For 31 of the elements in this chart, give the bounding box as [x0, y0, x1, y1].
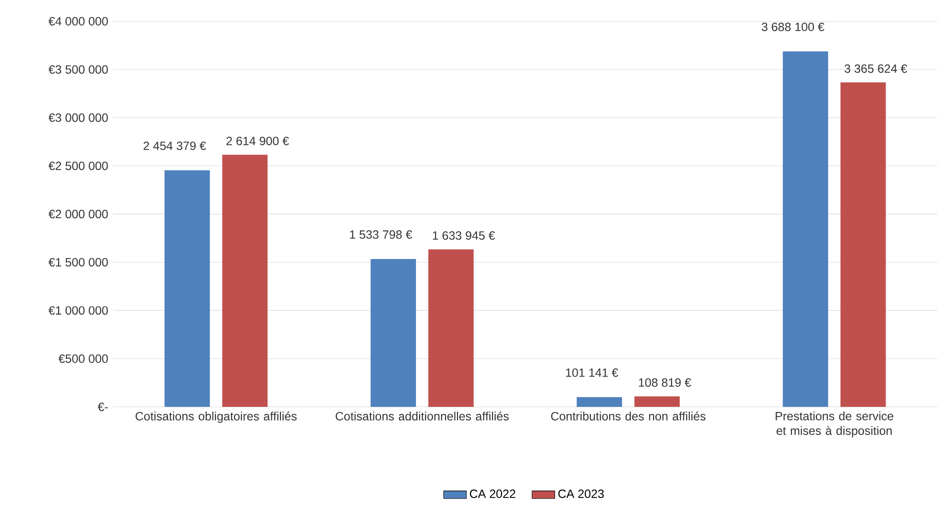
bar [576, 397, 622, 407]
bar [782, 51, 828, 407]
y-tick-label: €3 500 000 [48, 65, 108, 74]
data-label: 108 819 € [638, 378, 692, 387]
bar [370, 258, 416, 407]
x-tick-label: Contributions des non affiliés [551, 411, 706, 420]
bar [428, 249, 474, 407]
legend-label: CA 2023 [558, 489, 604, 498]
bar [634, 396, 680, 407]
x-tick-label: Prestations de service et mises à disposition [776, 411, 894, 438]
data-label: 1 633 945 € [432, 231, 496, 240]
bar [222, 154, 268, 407]
data-label: 2 614 900 € [226, 136, 289, 146]
bar [840, 82, 886, 407]
data-label: 1 533 798 € [350, 230, 412, 239]
y-tick-label: €500 000 [58, 354, 108, 363]
y-tick-label: €2 500 000 [48, 162, 108, 170]
y-tick-label: €1 500 000 [48, 258, 108, 266]
bar [164, 170, 210, 407]
y-tick-label: €3 000 000 [48, 113, 108, 122]
x-tick-label: Cotisations obligatoires affiliés [136, 411, 297, 423]
y-tick-label: €1 000 000 [48, 306, 108, 315]
y-tick-label: €2 000 000 [48, 210, 108, 218]
legend-label: CA 2022 [470, 489, 516, 498]
y-tick-label: €- [98, 402, 108, 412]
data-label: 3 365 624 € [844, 64, 908, 73]
y-tick-label: €4 000 000 [48, 16, 108, 26]
x-tick-label: Cotisations additionnelles affiliés [336, 411, 509, 420]
data-label: 101 141 € [566, 368, 618, 377]
data-label: 2 454 379 € [144, 141, 206, 150]
data-label: 3 688 100 € [762, 22, 824, 32]
